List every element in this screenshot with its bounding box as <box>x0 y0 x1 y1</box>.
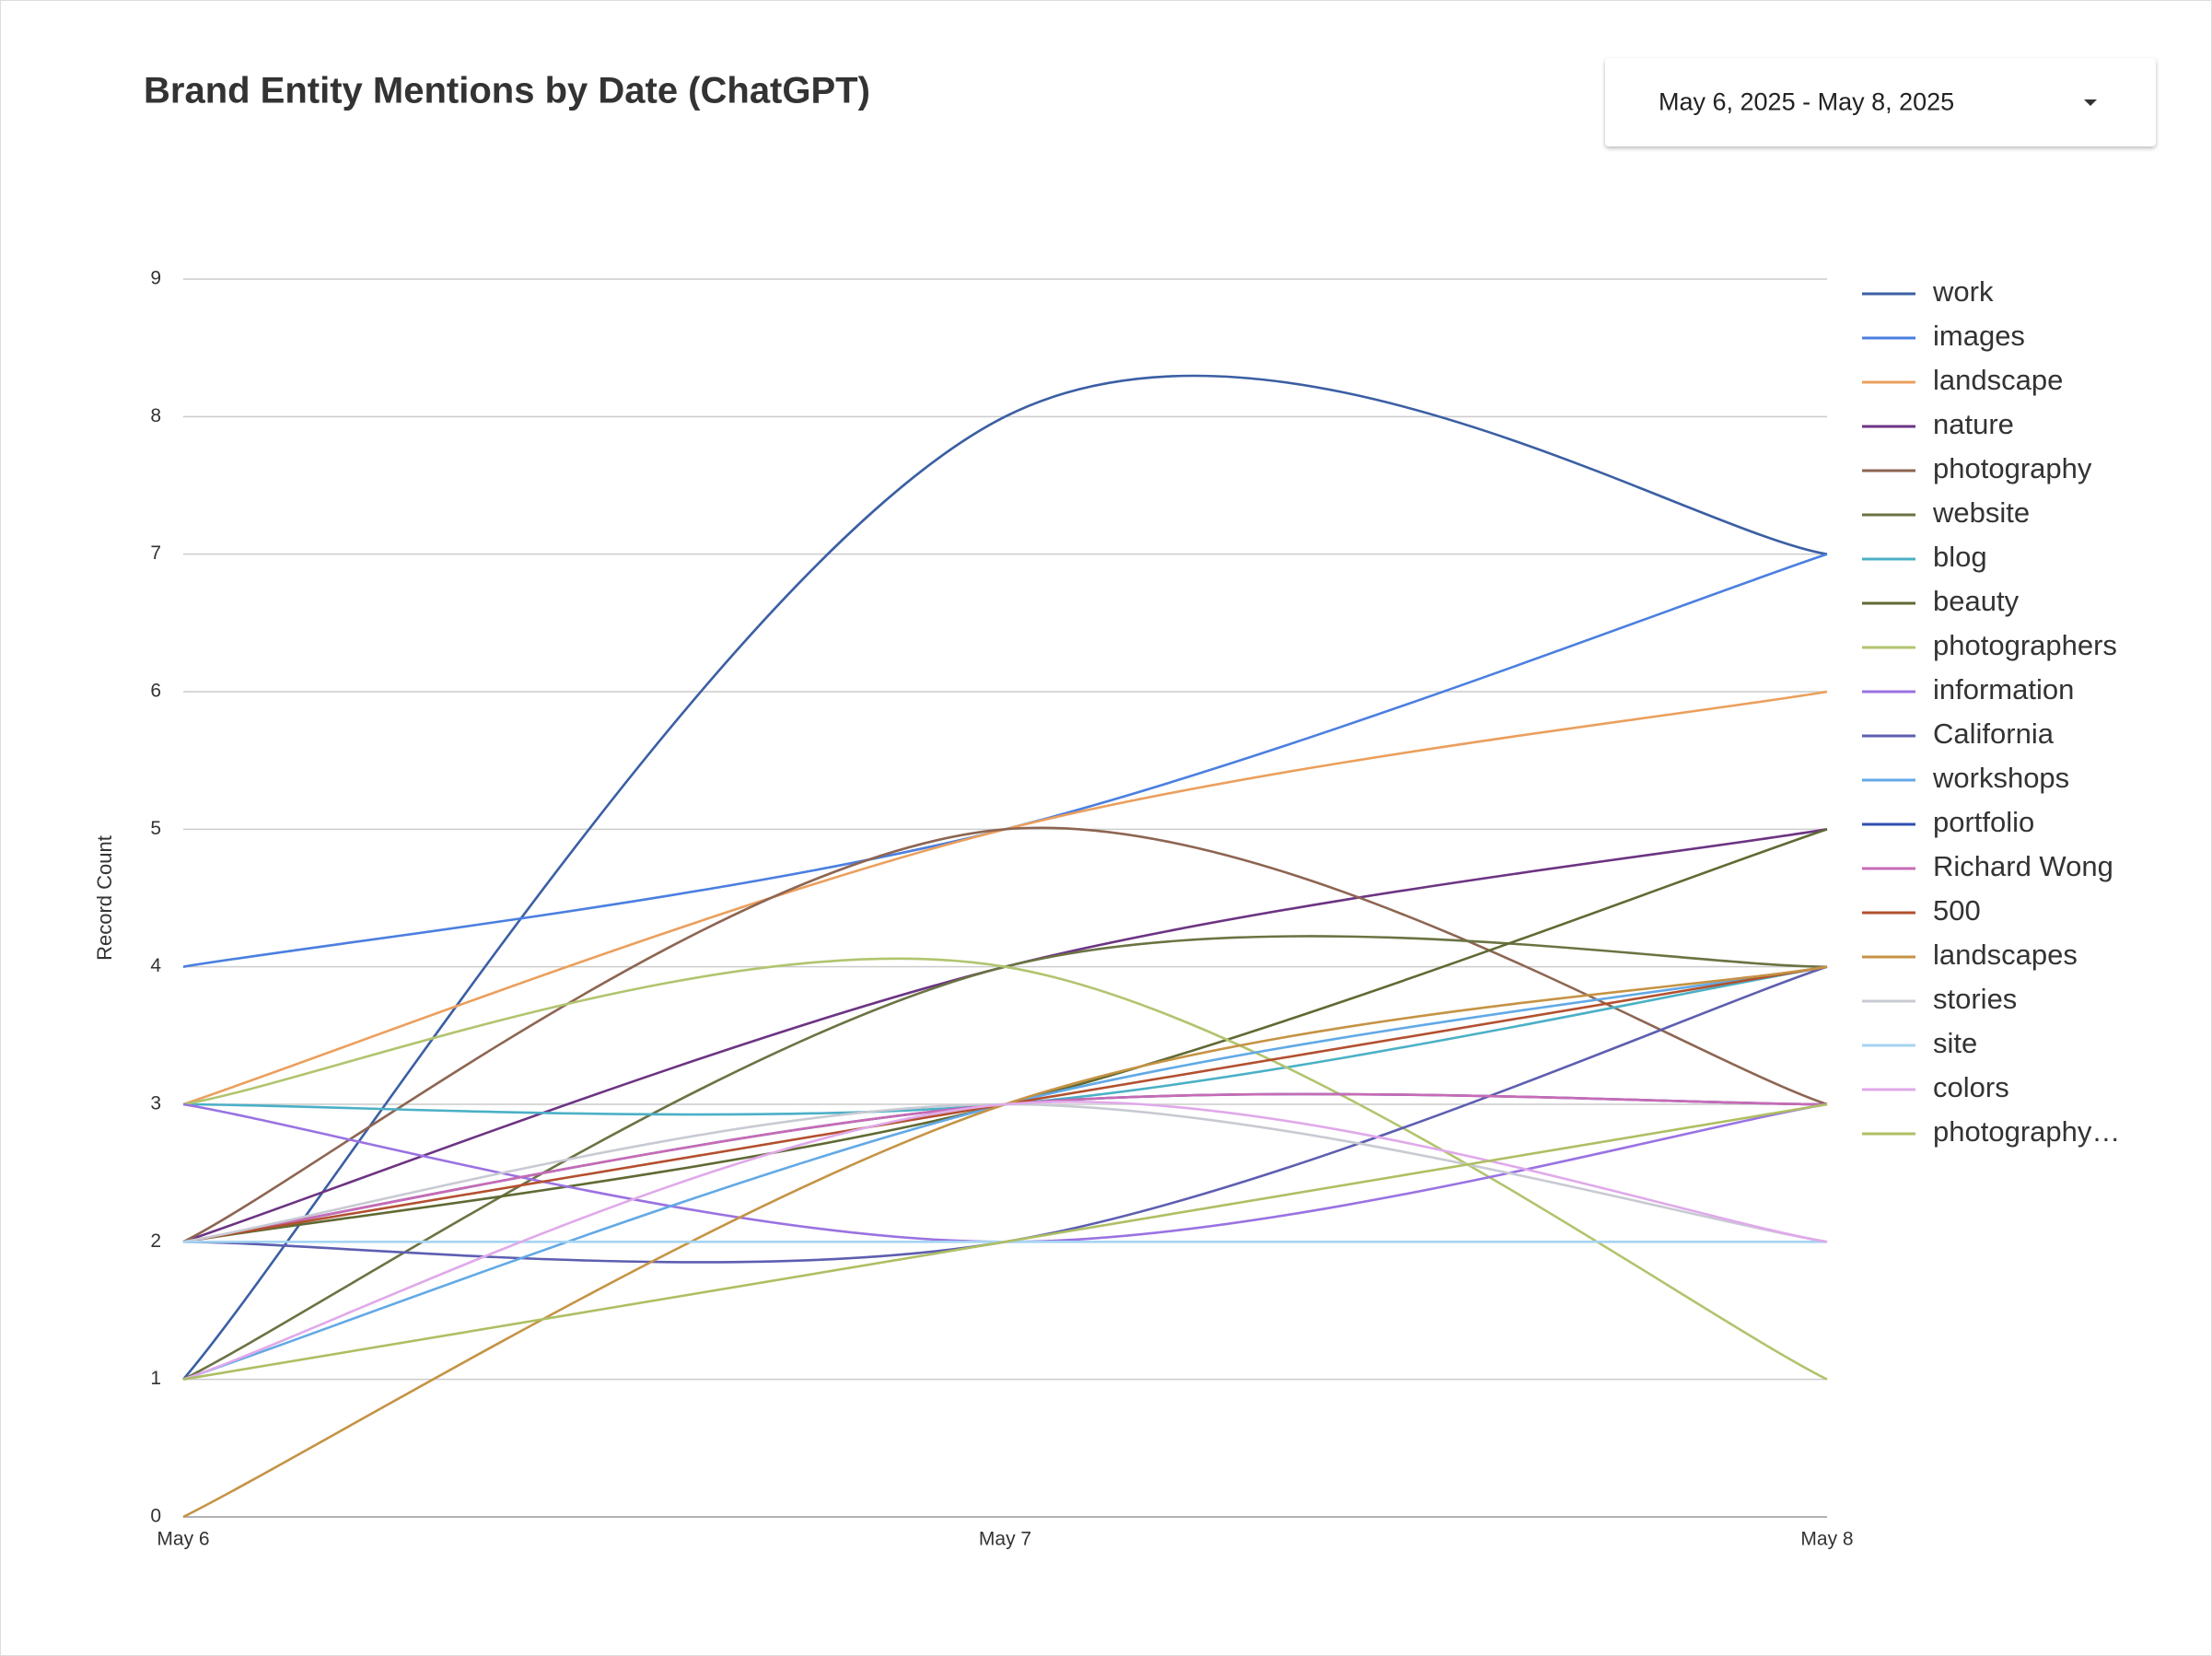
legend-label: work <box>1932 275 1994 308</box>
legend-label: California <box>1933 717 2055 750</box>
legend-label: landscapes <box>1933 939 2078 971</box>
legend-label: beauty <box>1933 585 2020 617</box>
y-tick-label: 9 <box>150 268 161 289</box>
y-tick-label: 4 <box>150 955 161 976</box>
legend-label: Richard Wong <box>1933 850 2113 882</box>
chart-title: Brand Entity Mentions by Date (ChatGPT) <box>144 71 870 111</box>
legend-label: nature <box>1933 408 2014 440</box>
y-tick-label: 2 <box>150 1230 161 1252</box>
series-line <box>182 828 1828 1243</box>
series-line <box>182 1092 1828 1243</box>
series-line <box>182 828 1828 1243</box>
x-tick-label: May 6 <box>157 1529 209 1550</box>
y-tick-label: 7 <box>150 542 161 564</box>
series-line <box>182 1092 1828 1243</box>
legend-label: site <box>1933 1027 1977 1059</box>
legend-label: information <box>1933 673 2074 706</box>
legend-label: photography <box>1933 452 2092 484</box>
y-tick-label: 5 <box>150 818 161 839</box>
series-line <box>182 374 1828 1381</box>
legend-label: photographers <box>1933 629 2117 661</box>
legend-label: stories <box>1933 983 2017 1015</box>
y-tick-label: 6 <box>150 681 161 702</box>
legend-label: images <box>1933 320 2025 352</box>
series-line <box>182 1102 1828 1243</box>
legend-label: colors <box>1933 1071 2009 1103</box>
y-tick-label: 0 <box>150 1506 161 1527</box>
y-axis-title: Record Count <box>93 835 116 961</box>
legend-label: website <box>1932 496 2030 529</box>
dropdown-arrow <box>2084 99 2097 106</box>
series-line <box>182 965 1828 1381</box>
legend-label: photography… <box>1933 1115 2120 1148</box>
series-line <box>182 1100 1828 1381</box>
y-tick-label: 8 <box>150 405 161 426</box>
x-tick-label: May 7 <box>979 1529 1031 1550</box>
y-tick-label: 1 <box>150 1368 161 1389</box>
legend-label: workshops <box>1932 762 2069 794</box>
legend-label: blog <box>1933 541 1987 573</box>
series-line <box>182 965 1828 1264</box>
legend-label: landscape <box>1933 364 2063 396</box>
date-range-text: May 6, 2025 - May 8, 2025 <box>1659 87 1955 116</box>
series-line <box>182 1102 1828 1243</box>
legend-label: 500 <box>1933 894 1981 927</box>
date-range-picker[interactable]: May 6, 2025 - May 8, 2025 <box>1605 58 2156 146</box>
legend-label: portfolio <box>1933 806 2034 838</box>
series-line <box>182 826 1828 1243</box>
x-tick-label: May 8 <box>1800 1529 1853 1550</box>
series-line <box>182 957 1828 1381</box>
y-tick-label: 3 <box>150 1093 161 1114</box>
series-line <box>182 1102 1828 1381</box>
series-line <box>182 553 1828 968</box>
